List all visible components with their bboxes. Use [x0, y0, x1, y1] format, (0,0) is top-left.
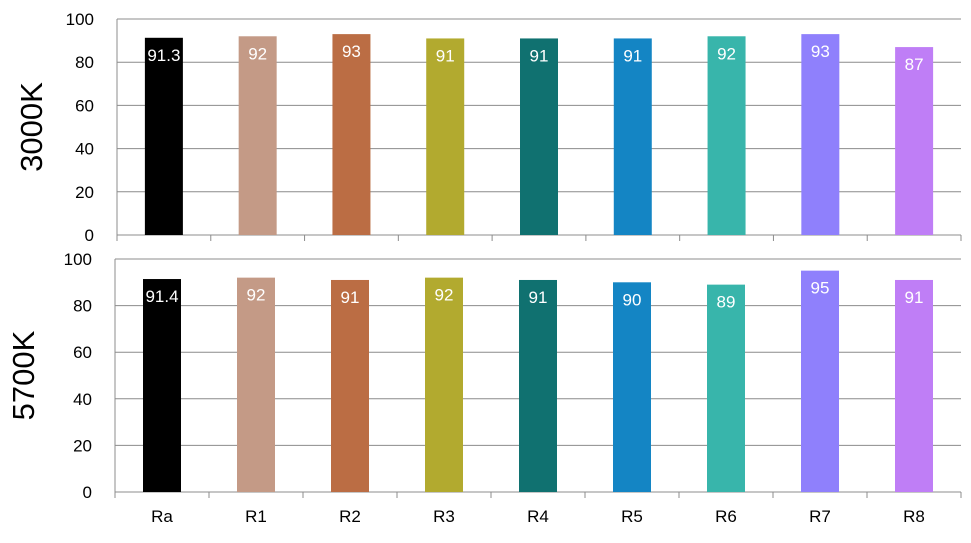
- data-label-r6: 92: [717, 44, 736, 63]
- data-label-r8: 91: [905, 288, 924, 307]
- x-category-label: R2: [339, 507, 361, 526]
- data-label-r8: 87: [905, 55, 924, 74]
- bar-r4: [519, 279, 557, 492]
- bar-r7: [801, 34, 840, 236]
- data-label-r2: 91: [341, 288, 360, 307]
- bar-r6: [707, 284, 745, 492]
- data-label-r5: 90: [623, 290, 642, 309]
- y-tick-label: 100: [64, 250, 92, 269]
- bar-r5: [613, 38, 652, 235]
- bar-r3: [425, 277, 463, 492]
- data-label-r1: 92: [247, 286, 266, 305]
- bar-ra: [144, 37, 183, 236]
- y-tick-label: 80: [73, 297, 92, 316]
- data-label-r3: 92: [435, 286, 454, 305]
- bar-r5: [613, 282, 651, 492]
- bar-r4: [520, 38, 558, 235]
- y-tick-label: 60: [73, 343, 92, 362]
- x-category-label: R6: [715, 507, 737, 526]
- y-axis-title: 3000K: [14, 82, 49, 172]
- data-label-r7: 93: [811, 42, 830, 61]
- x-category-label: R8: [903, 507, 925, 526]
- chart-panel-1: 0 20 40 60 80 100 91.3 92 93 91 91 91 92 93 87 3000K: [14, 10, 962, 245]
- bar-ra: [143, 279, 181, 492]
- y-tick-label: 80: [75, 53, 94, 72]
- data-label-r1: 92: [248, 44, 267, 63]
- y-axis-title: 5700K: [6, 330, 41, 420]
- x-category-label: R5: [621, 507, 643, 526]
- x-category-label: R1: [245, 507, 267, 526]
- y-tick-label: 20: [73, 436, 92, 455]
- y-tick-label: 100: [66, 10, 94, 29]
- data-label-r2: 93: [342, 42, 361, 61]
- bar-r1: [238, 36, 277, 235]
- y-tick-label: 20: [75, 183, 94, 202]
- data-label-ra: 91.4: [145, 287, 178, 306]
- x-category-label: R7: [809, 507, 831, 526]
- y-tick-label: 0: [83, 483, 92, 502]
- data-label-ra: 91.3: [147, 46, 180, 65]
- data-label-r6: 89: [717, 293, 736, 312]
- data-label-r5: 91: [623, 46, 642, 65]
- bar-r2: [332, 34, 371, 236]
- x-category-label: R4: [527, 507, 549, 526]
- data-label-r4: 91: [529, 288, 548, 307]
- data-label-r7: 95: [811, 279, 830, 298]
- y-tick-label: 40: [73, 390, 92, 409]
- bar-r8: [895, 47, 934, 235]
- data-label-r3: 91: [436, 46, 455, 65]
- data-label-r4: 91: [530, 46, 549, 65]
- bar-r6: [707, 36, 746, 235]
- x-category-label: Ra: [151, 507, 173, 526]
- chart-panel-2: 0 20 40 60 80 100 91.4 92 91 92 91 90 89 95 91 Ra R1 R2 R3…: [6, 250, 962, 526]
- y-tick-label: 40: [75, 140, 94, 159]
- bar-r8: [895, 279, 933, 492]
- bar-r7: [801, 270, 839, 492]
- x-category-label: R3: [433, 507, 455, 526]
- bar-r1: [237, 277, 275, 492]
- y-tick-label: 60: [75, 96, 94, 115]
- bar-r2: [331, 279, 369, 492]
- y-tick-label: 0: [85, 226, 94, 245]
- bar-r3: [426, 38, 465, 235]
